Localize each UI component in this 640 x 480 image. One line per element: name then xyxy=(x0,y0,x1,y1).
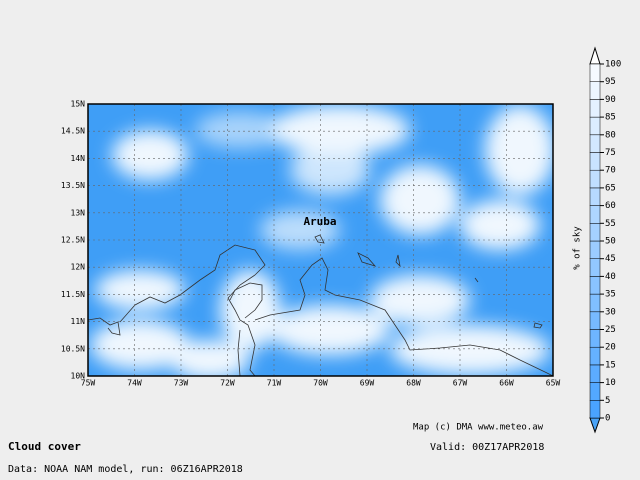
lon-label: 71W xyxy=(267,379,282,388)
cloud-field xyxy=(88,104,553,376)
colorbar-step xyxy=(589,99,601,118)
colorbar-step xyxy=(589,276,601,295)
lat-label: 13N xyxy=(71,208,86,217)
colorbar-tick-label: 60 xyxy=(605,201,616,211)
lat-label: 11N xyxy=(71,317,86,326)
colorbar-step xyxy=(589,223,601,242)
colorbar-step xyxy=(589,329,601,348)
colorbar-tick-label: 40 xyxy=(605,272,616,282)
colorbar-tick-label: 55 xyxy=(605,219,616,229)
colorbar-tick-label: 45 xyxy=(605,254,616,264)
colorbar-step xyxy=(589,346,601,366)
colorbar-step xyxy=(589,311,601,330)
lat-label: 10.5N xyxy=(61,344,85,353)
data-source: Data: NOAA NAM model, run: 06Z16APR2018 xyxy=(8,464,243,475)
place-label: Aruba xyxy=(303,215,336,228)
lon-label: 70W xyxy=(313,379,328,388)
lon-label: 68W xyxy=(406,379,421,388)
colorbar-tick-label: 25 xyxy=(605,325,616,335)
colorbar-step xyxy=(589,187,601,206)
coastline xyxy=(88,234,553,376)
lon-label: 72W xyxy=(220,379,235,388)
map-frame xyxy=(87,103,554,377)
colorbar-step xyxy=(589,152,601,171)
colorbar-tick-label: 70 xyxy=(605,166,616,176)
colorbar-step xyxy=(589,205,601,224)
colorbar-tick-label: 65 xyxy=(605,183,616,193)
lat-label: 15N xyxy=(71,100,86,109)
map-credit: Map (c) DMA www.meteo.aw xyxy=(413,423,544,433)
colorbar-tick-label: 15 xyxy=(605,360,616,370)
lon-label: 74W xyxy=(127,379,142,388)
valid-time: Valid: 00Z17APR2018 xyxy=(430,442,544,453)
lat-label: 14N xyxy=(71,154,86,163)
colorbar-tick-label: 50 xyxy=(605,237,616,247)
lon-label: 75W xyxy=(81,379,96,388)
colorbar-arrow-bottom xyxy=(589,417,601,434)
lon-label: 69W xyxy=(360,379,375,388)
lat-label: 12N xyxy=(71,263,86,272)
colorbar-step xyxy=(589,364,601,383)
colorbar-arrow-top xyxy=(589,46,601,65)
lon-label: 65W xyxy=(546,379,561,388)
colorbar-tick-label: 35 xyxy=(605,290,616,300)
colorbar-tick-label: 90 xyxy=(605,95,616,105)
colorbar-step xyxy=(589,400,601,419)
colorbar-step xyxy=(589,116,601,136)
colorbar-step xyxy=(589,63,601,82)
colorbar-step xyxy=(589,81,601,100)
colorbar-tick-label: 20 xyxy=(605,343,616,353)
map-title: Cloud cover xyxy=(8,440,81,453)
colorbar-step xyxy=(589,382,601,401)
colorbar-tick-label: 80 xyxy=(605,130,616,140)
colorbar-tick-label: 75 xyxy=(605,148,616,158)
colorbar-step xyxy=(589,293,601,313)
lat-label: 11.5N xyxy=(61,290,85,299)
colorbar-step xyxy=(589,169,601,189)
colorbar-step xyxy=(589,134,601,153)
colorbar-tick-label: 0 xyxy=(605,414,610,424)
colorbar-label: % of sky xyxy=(573,226,583,270)
colorbar-tick-label: 5 xyxy=(605,396,610,406)
graticule xyxy=(88,104,553,376)
colorbar-tick-label: 100 xyxy=(605,60,621,70)
lon-label: 67W xyxy=(453,379,468,388)
colorbar-tick-label: 30 xyxy=(605,307,616,317)
lat-label: 13.5N xyxy=(61,181,85,190)
lon-label: 66W xyxy=(499,379,514,388)
colorbar-step xyxy=(589,258,601,277)
lat-label: 12.5N xyxy=(61,236,85,245)
colorbar-tick-label: 10 xyxy=(605,378,616,388)
colorbar-tick-label: 95 xyxy=(605,77,616,87)
lon-label: 73W xyxy=(174,379,189,388)
lat-label: 14.5N xyxy=(61,127,85,136)
colorbar-step xyxy=(589,240,601,259)
colorbar-tick-label: 85 xyxy=(605,113,616,123)
lat-label: 10N xyxy=(71,372,86,381)
